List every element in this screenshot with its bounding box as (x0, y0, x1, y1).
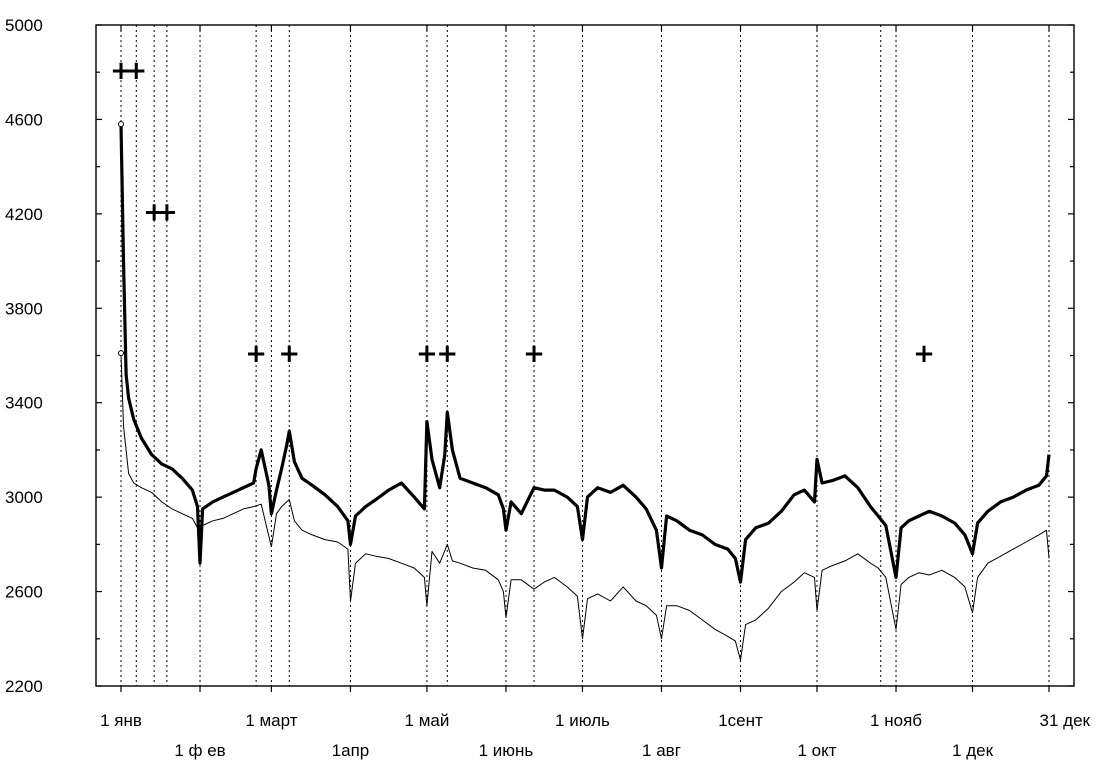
gridlines (120, 25, 1050, 686)
y-tick-label: 4200 (5, 205, 43, 224)
x-tick-label: 1 авг (642, 741, 681, 760)
x-tick-label: 31 дек (1040, 711, 1091, 730)
x-tick-label: 1 март (245, 711, 297, 730)
event-marker: + (523, 339, 545, 369)
y-tick-label: 4600 (5, 110, 43, 129)
y-tick-label: 2200 (5, 677, 43, 696)
y-tick-label: 3000 (5, 488, 43, 507)
series-start-point (118, 121, 124, 128)
x-tick-label: 1 окт (797, 741, 836, 760)
event-marker: + (245, 339, 267, 369)
event-marker: + (436, 339, 458, 369)
event-markers: +++++ + ++ + + (110, 56, 935, 369)
x-tick-label: 1 нояб (870, 711, 922, 730)
y-tick-label: 3800 (5, 299, 43, 318)
x-tick-label: 1 янв (100, 711, 142, 730)
series-start-point (118, 350, 124, 357)
x-tick-label: 1апр (332, 741, 370, 760)
y-tick-label: 2600 (5, 583, 43, 602)
series-line-thick (119, 124, 1051, 584)
event-marker: + (125, 56, 147, 86)
y-tick-label: 5000 (5, 16, 43, 35)
x-tick-label: 1 дек (952, 741, 994, 760)
event-marker: + (416, 339, 438, 369)
event-marker: + (278, 339, 300, 369)
x-tick-label: 1 май (405, 711, 450, 730)
x-tick-label: 1 июль (555, 711, 610, 730)
event-marker: + (156, 197, 178, 227)
y-tick-label: 3400 (5, 394, 43, 413)
y-axis: 2200 2600 3000 3400 3800 4200 4600 5000 (5, 16, 1074, 696)
x-tick-label: 1сент (718, 711, 763, 730)
series-lines (118, 121, 1051, 661)
event-marker: + (110, 56, 132, 86)
series-line-thin (120, 353, 1050, 661)
x-tick-label: 1 июнь (479, 741, 534, 760)
x-axis: 1 янв 1 ф ев 1 март 1апр 1 май 1 июнь 1 июль 1 … (100, 25, 1091, 760)
x-tick-label: 1 ф ев (174, 741, 225, 760)
event-marker: + (913, 339, 935, 369)
event-marker: + (143, 197, 165, 227)
